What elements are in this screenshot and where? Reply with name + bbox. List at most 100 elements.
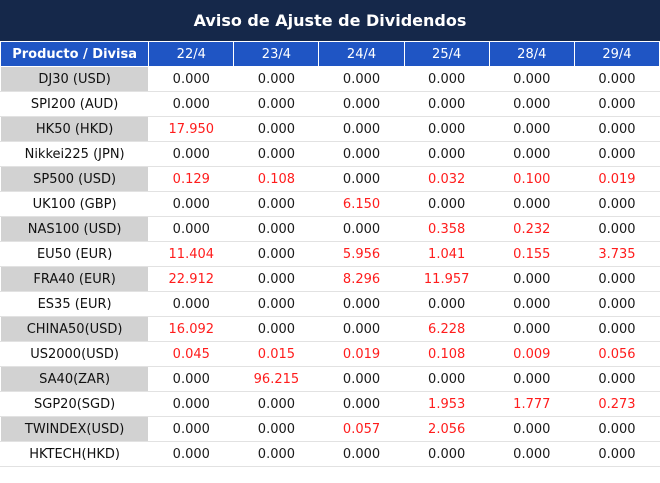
- dividend-value-cell: 0.056: [573, 341, 660, 367]
- table-row: CHINA50(USD) 16.092 0.000 0.000 6.228 0.000 0.…: [0, 316, 660, 342]
- dividend-value-cell: 0.000: [148, 441, 235, 467]
- dividend-value-cell: 0.108: [233, 166, 320, 192]
- dividend-value-cell: 0.000: [318, 391, 405, 417]
- dividend-value-cell: 0.000: [148, 291, 235, 317]
- table-row: Nikkei225 (JPN) 0.000 0.000 0.000 0.000 0.000…: [0, 141, 660, 167]
- dividend-value-cell: 0.108: [403, 341, 490, 367]
- dividend-value-cell: 0.000: [403, 116, 490, 142]
- dividend-value-cell: 0.129: [148, 166, 235, 192]
- dividend-value-cell: 0.000: [573, 266, 660, 292]
- dividend-value-cell: 0.155: [488, 241, 575, 267]
- product-cell: US2000(USD): [0, 341, 150, 367]
- page-title: Aviso de Ajuste de Dividendos: [0, 0, 660, 41]
- dividend-value-cell: 0.000: [403, 441, 490, 467]
- dividend-value-cell: 0.000: [488, 291, 575, 317]
- dividend-value-cell: 0.000: [573, 316, 660, 342]
- dividend-value-cell: 6.228: [403, 316, 490, 342]
- dividend-value-cell: 0.000: [488, 366, 575, 392]
- date-column-header: 24/4: [318, 41, 405, 67]
- table-row: UK100 (GBP) 0.000 0.000 6.150 0.000 0.000 0.00…: [0, 191, 660, 217]
- table-row: DJ30 (USD) 0.000 0.000 0.000 0.000 0.000 0.000: [0, 66, 660, 92]
- product-cell: SP500 (USD): [0, 166, 150, 192]
- dividend-value-cell: 0.000: [403, 291, 490, 317]
- dividend-value-cell: 0.000: [573, 66, 660, 92]
- dividend-value-cell: 0.000: [573, 116, 660, 142]
- dividend-value-cell: 22.912: [148, 266, 235, 292]
- product-cell: ES35 (EUR): [0, 291, 150, 317]
- dividend-value-cell: 2.056: [403, 416, 490, 442]
- dividend-value-cell: 8.296: [318, 266, 405, 292]
- table-row: TWINDEX(USD) 0.000 0.000 0.057 2.056 0.000 0.0…: [0, 416, 660, 442]
- product-cell: DJ30 (USD): [0, 66, 150, 92]
- date-column-header: 28/4: [488, 41, 575, 67]
- dividend-value-cell: 0.045: [148, 341, 235, 367]
- dividend-value-cell: 0.000: [148, 416, 235, 442]
- dividend-value-cell: 0.000: [318, 291, 405, 317]
- dividend-value-cell: 0.000: [488, 141, 575, 167]
- dividend-value-cell: 0.015: [233, 341, 320, 367]
- dividend-value-cell: 0.057: [318, 416, 405, 442]
- dividend-value-cell: 1.041: [403, 241, 490, 267]
- dividend-value-cell: 0.009: [488, 341, 575, 367]
- dividend-value-cell: 0.000: [573, 191, 660, 217]
- dividend-value-cell: 0.000: [318, 66, 405, 92]
- dividend-value-cell: 0.000: [233, 391, 320, 417]
- dividend-table: Producto / Divisa 22/4 23/4 24/4 25/4 28…: [0, 41, 660, 467]
- table-row: SPI200 (AUD) 0.000 0.000 0.000 0.000 0.000 0.0…: [0, 91, 660, 117]
- dividend-value-cell: 0.000: [318, 116, 405, 142]
- table-row: SGP20(SGD) 0.000 0.000 0.000 1.953 1.777 0.273: [0, 391, 660, 417]
- header-row: Producto / Divisa 22/4 23/4 24/4 25/4 28…: [0, 41, 660, 67]
- dividend-value-cell: 0.000: [148, 191, 235, 217]
- dividend-value-cell: 0.000: [318, 91, 405, 117]
- date-column-header: 25/4: [403, 41, 490, 67]
- dividend-value-cell: 0.000: [403, 191, 490, 217]
- product-cell: EU50 (EUR): [0, 241, 150, 267]
- dividend-value-cell: 0.000: [488, 191, 575, 217]
- dividend-value-cell: 0.000: [318, 441, 405, 467]
- dividend-value-cell: 0.032: [403, 166, 490, 192]
- product-cell: SGP20(SGD): [0, 391, 150, 417]
- dividend-value-cell: 6.150: [318, 191, 405, 217]
- product-column-header: Producto / Divisa: [0, 41, 150, 67]
- product-cell: SA40(ZAR): [0, 366, 150, 392]
- dividend-value-cell: 0.000: [148, 366, 235, 392]
- dividend-value-cell: 0.019: [573, 166, 660, 192]
- dividend-value-cell: 0.000: [318, 366, 405, 392]
- dividend-value-cell: 0.000: [318, 216, 405, 242]
- dividend-value-cell: 17.950: [148, 116, 235, 142]
- dividend-value-cell: 0.000: [233, 141, 320, 167]
- dividend-value-cell: 0.000: [573, 416, 660, 442]
- dividend-value-cell: 0.000: [318, 316, 405, 342]
- dividend-value-cell: 0.000: [573, 366, 660, 392]
- table-row: ES35 (EUR) 0.000 0.000 0.000 0.000 0.000 0.000: [0, 291, 660, 317]
- date-column-header: 29/4: [573, 41, 660, 67]
- dividend-value-cell: 0.000: [488, 316, 575, 342]
- product-cell: SPI200 (AUD): [0, 91, 150, 117]
- table-row: SA40(ZAR) 0.000 96.215 0.000 0.000 0.000 0.000: [0, 366, 660, 392]
- dividend-value-cell: 0.000: [233, 191, 320, 217]
- dividend-value-cell: 0.000: [403, 66, 490, 92]
- dividend-value-cell: 0.000: [488, 91, 575, 117]
- dividend-value-cell: 0.000: [233, 291, 320, 317]
- product-cell: Nikkei225 (JPN): [0, 141, 150, 167]
- dividend-value-cell: 0.273: [573, 391, 660, 417]
- dividend-value-cell: 0.000: [233, 66, 320, 92]
- dividend-value-cell: 0.000: [403, 91, 490, 117]
- dividend-value-cell: 0.232: [488, 216, 575, 242]
- dividend-value-cell: 0.000: [233, 266, 320, 292]
- dividend-value-cell: 0.000: [573, 291, 660, 317]
- table-body: DJ30 (USD) 0.000 0.000 0.000 0.000 0.000 0.000…: [0, 66, 660, 467]
- dividend-value-cell: 0.019: [318, 341, 405, 367]
- dividend-value-cell: 0.000: [403, 141, 490, 167]
- dividend-value-cell: 0.000: [573, 141, 660, 167]
- dividend-value-cell: 0.000: [318, 166, 405, 192]
- table-row: NAS100 (USD) 0.000 0.000 0.000 0.358 0.232 0.0…: [0, 216, 660, 242]
- dividend-value-cell: 0.000: [233, 316, 320, 342]
- dividend-value-cell: 0.000: [318, 141, 405, 167]
- product-cell: TWINDEX(USD): [0, 416, 150, 442]
- dividend-value-cell: 0.000: [233, 416, 320, 442]
- dividend-value-cell: 0.100: [488, 166, 575, 192]
- dividend-value-cell: 5.956: [318, 241, 405, 267]
- dividend-value-cell: 3.735: [573, 241, 660, 267]
